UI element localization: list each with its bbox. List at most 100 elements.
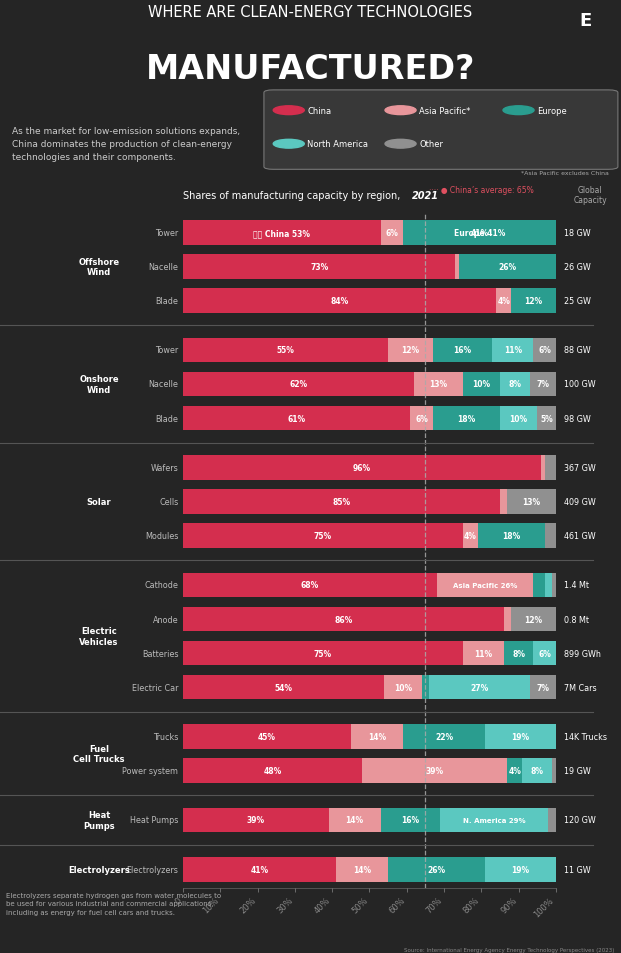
Text: Electrolyzers: Electrolyzers [68,865,130,874]
Bar [388,338,433,363]
Bar [545,456,556,480]
Text: 25 GW: 25 GW [564,296,591,306]
Text: E: E [579,12,591,30]
Text: 26%: 26% [427,865,446,874]
Text: 16%: 16% [401,816,420,824]
Bar [183,858,336,882]
Bar [183,221,381,245]
Bar [541,456,545,480]
Bar [403,724,485,749]
Bar [403,221,556,245]
Text: 18%: 18% [457,415,476,423]
Text: Shares of manufacturing capacity by region,: Shares of manufacturing capacity by regi… [183,192,404,201]
Text: 4%: 4% [464,532,476,540]
Text: Electrolyzers separate hydrogen gas from water molecules to
be used for various : Electrolyzers separate hydrogen gas from… [6,892,221,915]
Text: 96%: 96% [353,463,371,473]
Text: 73%: 73% [310,263,329,272]
Text: 48%: 48% [263,766,282,776]
Bar [500,490,507,515]
Text: Power system: Power system [122,766,178,776]
Text: Cells: Cells [159,497,178,506]
Text: 2021: 2021 [412,192,439,201]
Text: Electric
Vehicles: Electric Vehicles [79,627,119,646]
Text: 19%: 19% [511,732,530,741]
Bar [500,406,537,431]
Bar [463,373,500,396]
Bar [548,808,556,832]
Text: 6%: 6% [538,649,551,658]
Bar [504,641,533,665]
Text: Tower: Tower [155,229,178,237]
Bar [381,808,440,832]
Bar [552,759,556,783]
Text: 12%: 12% [401,346,420,355]
Text: 120 GW: 120 GW [564,816,596,824]
Text: 75%: 75% [314,532,332,540]
Text: 14%: 14% [353,865,371,874]
Text: Heat Pumps: Heat Pumps [130,816,178,824]
Text: Nacelle: Nacelle [148,380,178,389]
Bar [183,456,541,480]
Text: 11 GW: 11 GW [564,865,591,874]
Bar [183,607,504,632]
Bar [329,808,381,832]
Text: 62%: 62% [289,380,308,389]
Text: Europe: Europe [537,107,567,115]
Text: 5%: 5% [540,415,553,423]
Text: 39%: 39% [425,766,444,776]
Text: 61%: 61% [288,415,306,423]
Text: Asia Pacific 26%: Asia Pacific 26% [453,582,517,588]
Bar [410,406,433,431]
Text: Source: International Energy Agency Energy Technology Perspectives (2023): Source: International Energy Agency Ener… [404,947,615,952]
Text: 899 GWh: 899 GWh [564,649,601,658]
Text: ···· ● China’s average: 65%: ···· ● China’s average: 65% [429,185,534,194]
Bar [545,573,552,598]
Circle shape [503,107,534,115]
Text: Asia Pacific*: Asia Pacific* [419,107,471,115]
Text: 12%: 12% [524,615,543,624]
Text: 7M Cars: 7M Cars [564,683,597,692]
Bar [384,675,422,700]
Text: 18%: 18% [502,532,520,540]
Bar [533,641,556,665]
Text: 6%: 6% [538,346,551,355]
Text: Heat
Pumps: Heat Pumps [83,810,115,830]
Bar [433,406,500,431]
Text: *Asia Pacific excludes China: *Asia Pacific excludes China [520,171,609,176]
Text: 8%: 8% [509,380,521,389]
Text: Nacelle: Nacelle [148,263,178,272]
Bar [388,858,485,882]
Text: 11%: 11% [504,346,522,355]
Bar [485,858,556,882]
Text: Onshore
Wind: Onshore Wind [79,375,119,395]
Text: Other: Other [419,140,443,149]
Text: 45%: 45% [258,732,276,741]
Text: 19 GW: 19 GW [564,766,591,776]
Bar [183,338,388,363]
Text: Batteries: Batteries [142,649,178,658]
Bar [511,607,556,632]
Text: 39%: 39% [247,816,265,824]
Text: 18 GW: 18 GW [564,229,591,237]
Bar [414,373,463,396]
Text: Cathode: Cathode [145,580,178,590]
Text: 54%: 54% [275,683,292,692]
Text: 367 GW: 367 GW [564,463,596,473]
Text: 13%: 13% [522,497,541,506]
Text: Blade: Blade [155,415,178,423]
Text: 4%: 4% [509,766,521,776]
Text: Blade: Blade [155,296,178,306]
Text: 14%: 14% [368,732,386,741]
Bar [463,524,478,548]
Text: 14K Trucks: 14K Trucks [564,732,607,741]
Bar [552,573,556,598]
Text: 100 GW: 100 GW [564,380,596,389]
Text: Electrolyzers: Electrolyzers [127,865,178,874]
Bar [507,490,556,515]
Text: 6%: 6% [386,229,398,237]
Bar [183,490,500,515]
Bar [533,338,556,363]
Bar [183,641,463,665]
Text: 86%: 86% [334,615,353,624]
FancyBboxPatch shape [264,91,618,171]
